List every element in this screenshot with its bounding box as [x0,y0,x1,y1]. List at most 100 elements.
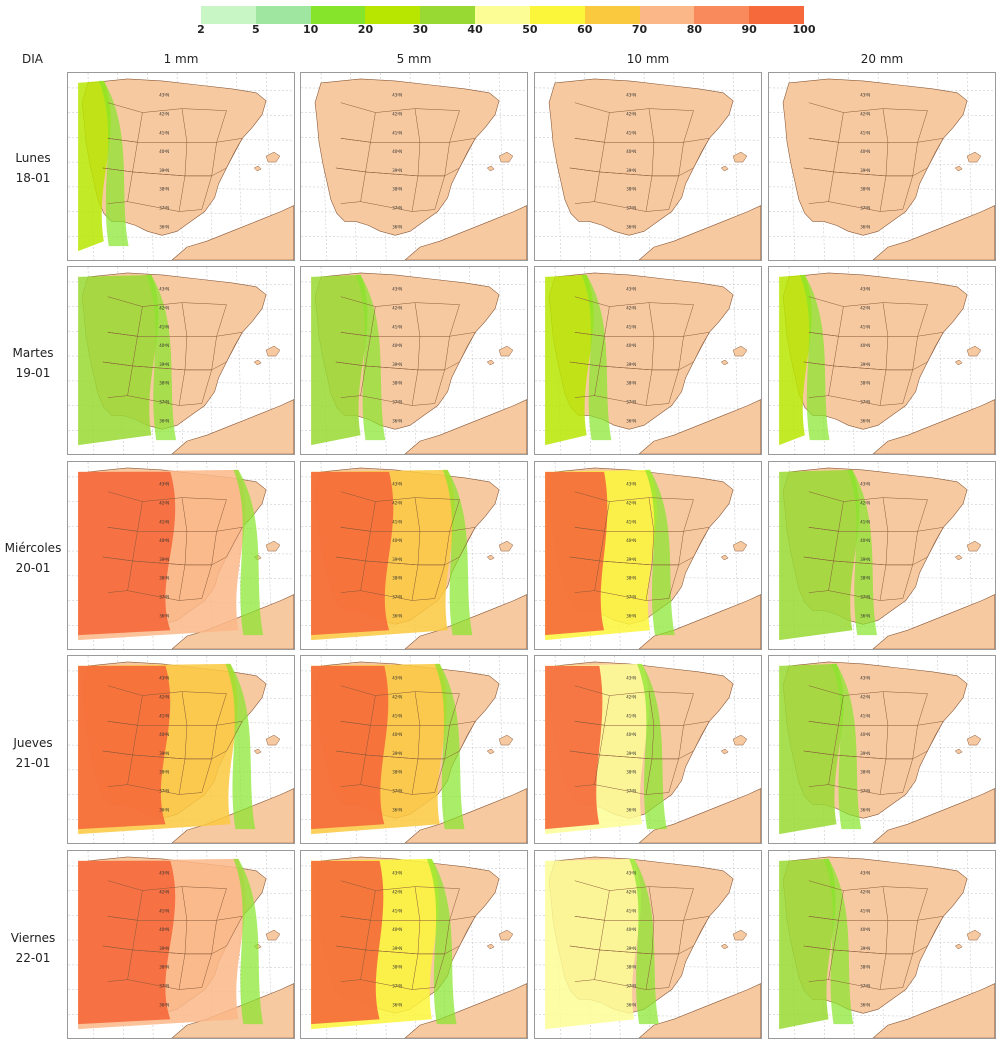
iberia-map: 43ºN 42ºN 41ºN 40ºN 39ºN 38ºN 37ºN 36ºN [301,656,527,843]
precipitation-legend [201,6,804,24]
svg-text:40ºN: 40ºN [626,343,636,348]
svg-text:42ºN: 42ºN [159,112,169,117]
legend-swatch [529,6,585,24]
column-header-20mm: 20 mm [860,52,904,66]
svg-text:36ºN: 36ºN [159,224,169,229]
svg-text:40ºN: 40ºN [626,732,636,737]
svg-text:38ºN: 38ºN [860,381,870,386]
svg-text:36ºN: 36ºN [860,224,870,229]
svg-text:40ºN: 40ºN [392,732,402,737]
svg-text:38ºN: 38ºN [392,187,402,192]
legend-swatch [365,6,421,24]
day-date: 22-01 [15,951,51,965]
svg-text:39ºN: 39ºN [626,362,636,367]
svg-text:36ºN: 36ºN [626,1002,636,1007]
svg-text:36ºN: 36ºN [626,418,636,423]
svg-text:37ºN: 37ºN [626,595,636,600]
iberia-map: 43ºN 42ºN 41ºN 40ºN 39ºN 38ºN 37ºN 36ºN [535,656,761,843]
legend-tick-label: 60 [577,23,593,36]
svg-text:39ºN: 39ºN [159,946,169,951]
iberia-map: 43ºN 42ºN 41ºN 40ºN 39ºN 38ºN 37ºN 36ºN [535,73,761,260]
svg-text:41ºN: 41ºN [626,908,636,913]
svg-text:40ºN: 40ºN [159,343,169,348]
legend-tick-label: 50 [522,23,538,36]
svg-text:42ºN: 42ºN [392,112,402,117]
day-date: 18-01 [15,171,51,185]
svg-text:43ºN: 43ºN [860,482,870,487]
map-panel-r3-c1: 43ºN 42ºN 41ºN 40ºN 39ºN 38ºN 37ºN 36ºN [67,461,295,650]
map-panel-r3-c3: 43ºN 42ºN 41ºN 40ºN 39ºN 38ºN 37ºN 36ºN [534,461,762,650]
svg-text:41ºN: 41ºN [392,130,402,135]
svg-text:41ºN: 41ºN [392,519,402,524]
svg-text:40ºN: 40ºN [626,149,636,154]
svg-text:41ºN: 41ºN [860,713,870,718]
svg-text:37ºN: 37ºN [626,789,636,794]
svg-text:38ºN: 38ºN [159,965,169,970]
svg-text:38ºN: 38ºN [392,965,402,970]
svg-text:39ºN: 39ºN [626,557,636,562]
svg-text:42ºN: 42ºN [392,306,402,311]
legend-tick-label: 70 [631,23,648,36]
svg-text:40ºN: 40ºN [860,343,870,348]
svg-text:37ºN: 37ºN [159,400,169,405]
svg-text:40ºN: 40ºN [860,732,870,737]
iberia-map: 43ºN 42ºN 41ºN 40ºN 39ºN 38ºN 37ºN 36ºN [535,462,761,649]
svg-text:40ºN: 40ºN [392,927,402,932]
svg-text:42ºN: 42ºN [159,501,169,506]
svg-text:43ºN: 43ºN [860,676,870,681]
svg-text:43ºN: 43ºN [626,676,636,681]
svg-text:42ºN: 42ºN [159,306,169,311]
svg-text:37ºN: 37ºN [159,206,169,211]
svg-text:39ºN: 39ºN [860,362,870,367]
svg-text:39ºN: 39ºN [159,557,169,562]
svg-text:42ºN: 42ºN [392,695,402,700]
map-panel-r1-c1: 43ºN 42ºN 41ºN 40ºN 39ºN 38ºN 37ºN 36ºN [67,72,295,261]
legend-swatch [420,6,476,24]
map-panel-r1-c3: 43ºN 42ºN 41ºN 40ºN 39ºN 38ºN 37ºN 36ºN [534,72,762,261]
svg-text:38ºN: 38ºN [626,770,636,775]
svg-text:36ºN: 36ºN [626,224,636,229]
svg-text:38ºN: 38ºN [860,576,870,581]
map-panel-r4-c4: 43ºN 42ºN 41ºN 40ºN 39ºN 38ºN 37ºN 36ºN [768,655,996,844]
iberia-map: 43ºN 42ºN 41ºN 40ºN 39ºN 38ºN 37ºN 36ºN [769,656,995,843]
svg-text:39ºN: 39ºN [392,751,402,756]
svg-text:39ºN: 39ºN [626,168,636,173]
svg-text:36ºN: 36ºN [392,613,402,618]
svg-text:37ºN: 37ºN [159,595,169,600]
svg-text:41ºN: 41ºN [626,519,636,524]
svg-text:39ºN: 39ºN [860,557,870,562]
svg-text:43ºN: 43ºN [159,482,169,487]
svg-text:41ºN: 41ºN [159,713,169,718]
row-label-viernes: Viernes 22-01 [0,928,66,968]
svg-text:36ºN: 36ºN [392,807,402,812]
svg-text:43ºN: 43ºN [392,482,402,487]
legend-swatch [639,6,695,24]
day-date: 20-01 [15,561,51,575]
legend-tick-label: 20 [357,23,374,36]
svg-text:37ºN: 37ºN [860,789,870,794]
svg-text:36ºN: 36ºN [159,807,169,812]
svg-text:39ºN: 39ºN [860,946,870,951]
svg-text:43ºN: 43ºN [626,93,636,98]
legend-swatch [255,6,311,24]
day-name: Jueves [13,736,53,750]
svg-text:37ºN: 37ºN [626,400,636,405]
svg-text:43ºN: 43ºN [159,871,169,876]
map-panel-r1-c4: 43ºN 42ºN 41ºN 40ºN 39ºN 38ºN 37ºN 36ºN [768,72,996,261]
svg-text:40ºN: 40ºN [626,927,636,932]
svg-text:40ºN: 40ºN [159,149,169,154]
svg-text:38ºN: 38ºN [159,770,169,775]
svg-text:41ºN: 41ºN [159,130,169,135]
svg-text:41ºN: 41ºN [860,130,870,135]
svg-text:37ºN: 37ºN [626,984,636,989]
svg-text:39ºN: 39ºN [626,751,636,756]
svg-text:40ºN: 40ºN [159,732,169,737]
svg-text:37ºN: 37ºN [159,789,169,794]
svg-text:40ºN: 40ºN [860,149,870,154]
svg-text:41ºN: 41ºN [159,908,169,913]
iberia-map: 43ºN 42ºN 41ºN 40ºN 39ºN 38ºN 37ºN 36ºN [68,656,294,843]
svg-text:43ºN: 43ºN [626,871,636,876]
map-panel-r5-c2: 43ºN 42ºN 41ºN 40ºN 39ºN 38ºN 37ºN 36ºN [300,850,528,1039]
svg-text:37ºN: 37ºN [392,789,402,794]
svg-text:38ºN: 38ºN [626,187,636,192]
